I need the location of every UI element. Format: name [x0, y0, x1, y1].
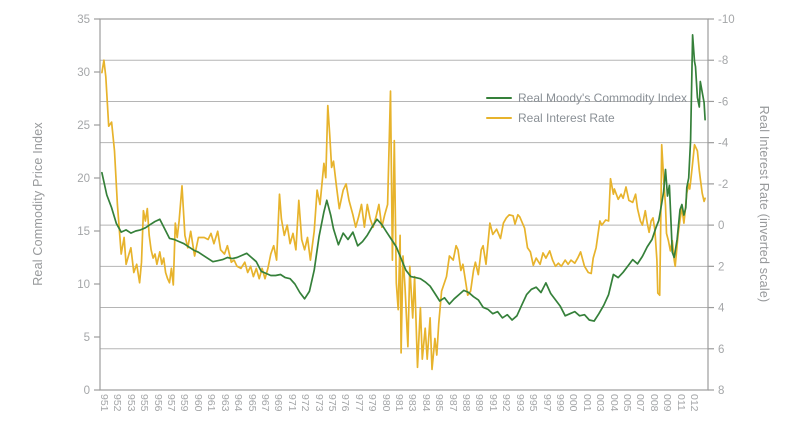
right-axis-tick-label: -8 [718, 55, 728, 67]
x-axis-tick-label: 003 [594, 394, 607, 412]
x-axis-tick-label: 983 [406, 394, 419, 412]
legend-label: Real Interest Rate [518, 111, 615, 125]
x-axis-tick-label: 012 [688, 394, 700, 412]
x-axis-tick-label: 960 [191, 394, 204, 412]
x-axis-tick-label: 988 [460, 394, 473, 412]
right-axis-tick-label: -6 [718, 96, 728, 108]
x-axis-tick-label: 000 [567, 394, 580, 412]
x-axis-tick-label: 964 [232, 394, 245, 412]
x-axis-tick-label: 967 [258, 394, 271, 412]
left-axis-tick-label: 25 [77, 120, 90, 132]
x-axis-tick-label: 007 [634, 394, 647, 412]
x-axis-tick-label: 011 [674, 394, 687, 411]
right-axis-tick-label: -2 [718, 179, 728, 191]
x-axis-tick-label: 993 [513, 394, 526, 412]
x-axis-tick-label: 984 [419, 394, 432, 412]
x-axis-tick-label: 981 [393, 394, 405, 412]
x-axis-tick-label: 976 [339, 394, 352, 412]
x-axis-tick-label: 999 [553, 394, 566, 412]
x-axis-tick-label: 987 [446, 394, 459, 412]
right-axis-tick-label: -4 [718, 138, 729, 150]
x-axis-tick-label: 985 [433, 394, 446, 412]
x-axis-tick-label: 972 [299, 394, 312, 412]
legend-item-real-interest-rate: Real Interest Rate [486, 108, 687, 128]
legend-line-swatch-green [486, 96, 512, 100]
x-axis-tick-label: 969 [272, 394, 285, 412]
plot-frame [99, 18, 709, 391]
x-axis-tick-label: 005 [620, 394, 633, 412]
left-axis-tick-label: 5 [84, 332, 90, 344]
x-axis-tick-label: 995 [527, 394, 540, 412]
x-axis-tick-label: 953 [124, 394, 137, 412]
left-axis-tick-label: 30 [77, 67, 90, 79]
left-axis-tick-label: 10 [77, 279, 90, 291]
x-axis-tick-label: 004 [607, 394, 620, 412]
x-axis-tick-label: 979 [366, 394, 379, 412]
series-line-commodity-index [101, 34, 706, 322]
legend-label: Real Moody's Commodity Index [518, 91, 688, 105]
right-axis-tick-label: 8 [718, 385, 724, 397]
x-axis-tick-label: 977 [352, 394, 365, 412]
x-axis-tick-label: 952 [111, 394, 124, 412]
legend-item-commodity-index: Real Moody's Commodity Index [486, 88, 687, 108]
right-axis-tick-label: -10 [718, 14, 735, 26]
x-axis-tick-label: 997 [540, 394, 553, 412]
left-axis-title: Real Commodity Price Index [31, 122, 45, 286]
x-axis-tick-label: 955 [138, 394, 151, 412]
x-axis-tick-label: 001 [580, 394, 593, 412]
left-axis-tick-label: 35 [77, 14, 90, 26]
legend: Real Moody's Commodity Index Real Intere… [486, 88, 687, 128]
x-axis-tick-label: 957 [165, 394, 178, 412]
x-axis-tick-label: 965 [245, 394, 258, 412]
x-axis-tick-label: 973 [312, 394, 325, 412]
x-axis-tick-label: 008 [647, 394, 660, 412]
x-axis-tick-label: 009 [661, 394, 674, 412]
x-axis-tick-label: 959 [178, 394, 191, 412]
legend-line-swatch-yellow [486, 116, 512, 120]
left-axis-tick-label: 0 [84, 385, 90, 397]
x-axis-tick-label: 980 [379, 394, 392, 412]
x-axis-tick-label: 991 [486, 394, 499, 412]
x-axis-tick-label: 951 [98, 394, 110, 412]
right-axis-title: Real Interest Rate (inverted scale) [757, 105, 771, 303]
right-axis-tick-label: 4 [718, 303, 725, 315]
x-axis-tick-label: 961 [205, 394, 218, 412]
left-axis-tick-label: 15 [77, 226, 90, 238]
left-axis-tick-label: 20 [77, 173, 90, 185]
x-axis-tick-label: 975 [325, 394, 338, 412]
x-axis-tick-label: 956 [151, 394, 164, 412]
right-axis-tick-label: 6 [718, 344, 724, 356]
right-axis-tick-label: 2 [718, 261, 724, 273]
right-axis-tick-label: 0 [718, 220, 724, 232]
x-axis-tick-label: 963 [218, 394, 231, 412]
x-axis-tick-label: 989 [473, 394, 486, 412]
x-axis-tick-label: 971 [285, 394, 298, 412]
x-axis-tick-label: 992 [500, 394, 513, 412]
